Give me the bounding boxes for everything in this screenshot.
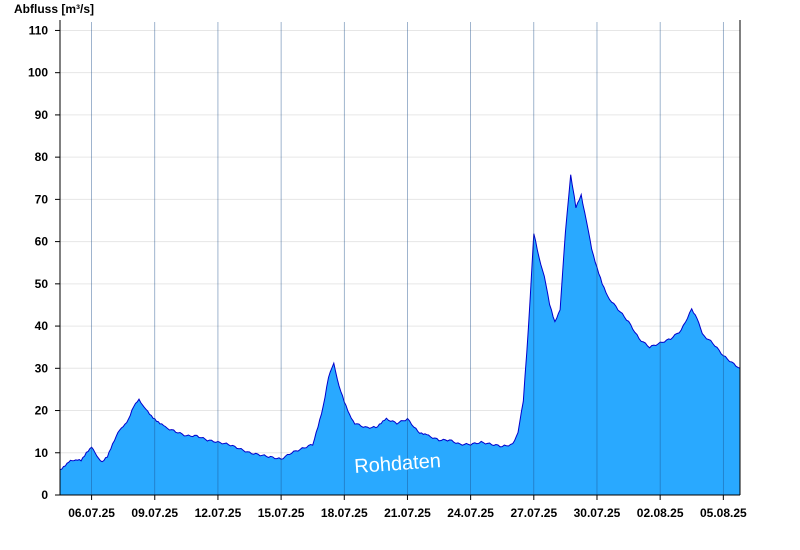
x-tick-label-06.07.25: 06.07.25 — [68, 506, 115, 520]
y-tick-label-20: 20 — [35, 404, 49, 418]
x-tick-label-30.07.25: 30.07.25 — [574, 506, 621, 520]
y-tick-label-0: 0 — [41, 488, 48, 502]
x-tick-label-05.08.25: 05.08.25 — [700, 506, 747, 520]
x-tick-label-12.07.25: 12.07.25 — [195, 506, 242, 520]
axes — [59, 20, 741, 496]
y-tick-labels: 0 10 20 30 40 50 60 70 80 90 100 110 — [28, 23, 60, 502]
series-fill — [60, 174, 740, 495]
x-tick-label-24.07.25: 24.07.25 — [447, 506, 494, 520]
x-tick-label-02.08.25: 02.08.25 — [637, 506, 684, 520]
y-tick-label-110: 110 — [29, 23, 49, 37]
y-tick-label-90: 90 — [35, 108, 49, 122]
y-tick-label-10: 10 — [35, 446, 49, 460]
y-tick-label-40: 40 — [35, 319, 49, 333]
y-tick-label-70: 70 — [35, 192, 49, 206]
y-tick-label-80: 80 — [35, 150, 49, 164]
y-tick-label-50: 50 — [35, 277, 49, 291]
day-separators — [91, 22, 724, 495]
series-line — [59, 174, 741, 471]
x-tick-label-21.07.25: 21.07.25 — [384, 506, 431, 520]
y-tick-label-30: 30 — [35, 361, 49, 375]
y-tick-label-60: 60 — [35, 235, 49, 249]
x-tick-label-15.07.25: 15.07.25 — [258, 506, 305, 520]
x-tick-label-27.07.25: 27.07.25 — [510, 506, 557, 520]
x-tick-label-18.07.25: 18.07.25 — [321, 506, 368, 520]
y-tick-label-100: 100 — [28, 66, 48, 80]
x-tick-labels: 06.07.25 09.07.25 12.07.25 15.07.25 18.07.25… — [68, 495, 747, 520]
series-area — [59, 174, 741, 495]
x-tick-label-09.07.25: 09.07.25 — [131, 506, 178, 520]
y-axis-title: Abfluss [m³/s] — [14, 2, 94, 16]
grid — [60, 29, 740, 454]
